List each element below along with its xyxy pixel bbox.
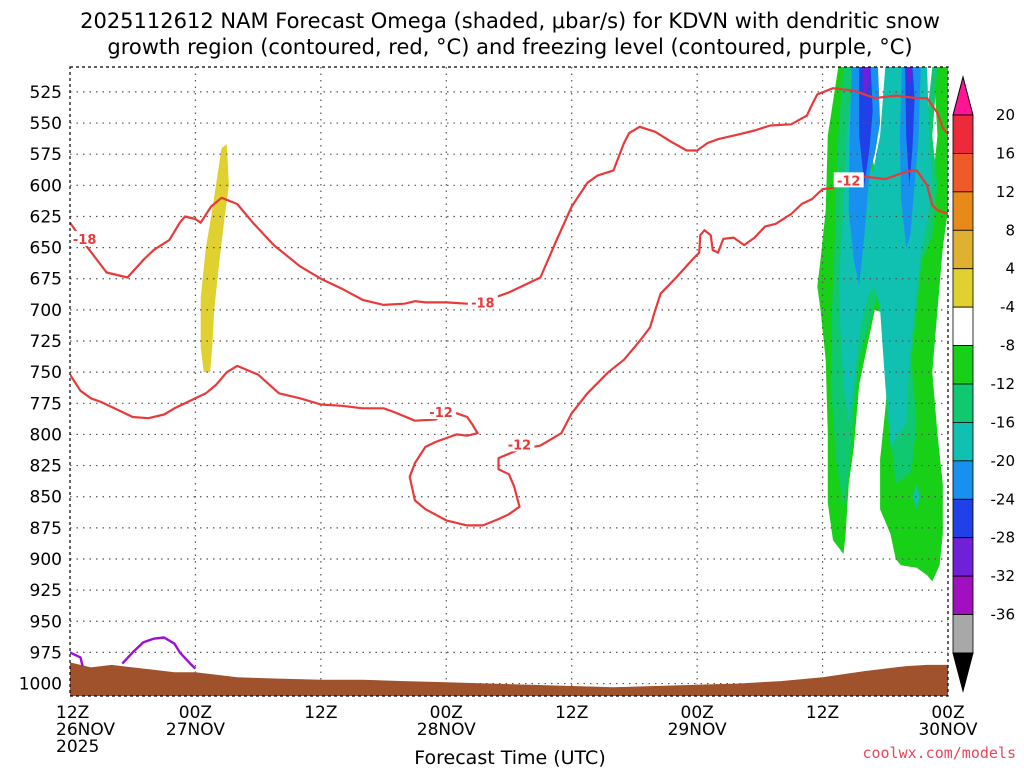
colorbar-tick-label: 4 xyxy=(1005,260,1015,278)
x-tick-label: 30NOV xyxy=(918,720,977,740)
y-tick-label: 525 xyxy=(30,83,62,103)
colorbar-tick-label: -16 xyxy=(991,413,1016,431)
y-tick-label: 750 xyxy=(30,363,62,383)
contour-label-bg xyxy=(467,294,498,310)
colorbar-band xyxy=(952,153,974,193)
omega-colorbar: 20 16 12 8 4 -4 -8 -12 -16 -20 -24 -28 -32 -36 xyxy=(952,75,1016,693)
contour-label: -18 xyxy=(73,233,97,248)
y-tick-label: 550 xyxy=(30,114,62,134)
omega-shaded-region xyxy=(862,67,870,99)
x-tick-label: 12Z xyxy=(806,703,839,723)
y-tick-label: 775 xyxy=(30,394,62,414)
colorbar-band xyxy=(952,537,974,577)
plot-area: -18 -18 -12 -12 -12 525 550 575 600 625 650 675 700 7… xyxy=(19,66,978,757)
contour-label-bg xyxy=(70,230,100,246)
contour-label: -12 xyxy=(508,438,532,453)
x-tick-label: 00Z xyxy=(179,703,212,723)
x-tick-label: 12Z xyxy=(555,703,588,723)
colorbar-band xyxy=(952,383,974,423)
x-tick-label: 28NOV xyxy=(417,720,476,740)
colorbar-band xyxy=(952,575,974,615)
contour-label-bg xyxy=(504,436,535,452)
colorbar-tick-label: -4 xyxy=(1000,298,1015,316)
colorbar-band xyxy=(952,614,974,654)
y-tick-label: 925 xyxy=(30,581,62,601)
colorbar-tick-label: -8 xyxy=(1000,337,1015,355)
y-tick-label: 600 xyxy=(30,176,62,196)
colorbar-tick-label: -32 xyxy=(991,567,1016,585)
x-tick-label: 00Z xyxy=(430,703,463,723)
contour-label: -18 xyxy=(471,296,495,311)
colorbar-tick-label: 20 xyxy=(996,106,1015,124)
colorbar-band xyxy=(952,229,974,270)
colorbar-tick-label: 8 xyxy=(1005,221,1015,239)
y-tick-label: 850 xyxy=(30,488,62,508)
plot-frame xyxy=(69,66,949,697)
colorbar-bottom-arrow xyxy=(952,652,974,693)
x-tick-label: 12Z xyxy=(56,703,89,723)
y-tick-label: 650 xyxy=(30,239,62,259)
x-tick-label: 12Z xyxy=(304,703,337,723)
colorbar-band xyxy=(952,460,974,500)
y-tick-label: 975 xyxy=(30,643,62,663)
colorbar-tick-label: 12 xyxy=(996,183,1015,201)
colorbar-tick-label: -24 xyxy=(991,490,1016,508)
y-tick-label: 725 xyxy=(30,332,62,352)
x-tick-label: 2025 xyxy=(56,737,99,757)
colorbar-tick-label: 16 xyxy=(996,144,1015,162)
freezing-level-contour xyxy=(70,651,84,667)
colorbar-band xyxy=(952,345,974,385)
x-tick-label: 00Z xyxy=(681,703,714,723)
colorbar-band xyxy=(952,306,974,346)
y-tick-label: 825 xyxy=(30,457,62,477)
contour-label-bg xyxy=(426,404,457,420)
colorbar-tick-label: -36 xyxy=(991,606,1016,624)
chart-title-line-2: growth region (contoured, red, °C) and f… xyxy=(107,35,912,59)
dgz-contour-line xyxy=(70,87,948,306)
freezing-level-contour xyxy=(121,636,197,670)
colorbar-tick-label: -20 xyxy=(991,452,1016,470)
omega-shaded-region xyxy=(907,67,912,92)
contour-label-bg xyxy=(833,172,864,188)
x-tick-label: 27NOV xyxy=(166,720,225,740)
chart-title-line-1: 2025112612 NAM Forecast Omega (shaded, μ… xyxy=(80,9,940,33)
terrain-surface xyxy=(70,662,948,696)
dgz-contour-line xyxy=(70,169,948,527)
y-tick-label: 950 xyxy=(30,612,62,632)
x-tick-label: 29NOV xyxy=(668,720,727,740)
plot-inner: -18 -18 -12 -12 -12 xyxy=(70,67,948,696)
y-tick-label: 1000 xyxy=(19,675,62,695)
contour-label: -12 xyxy=(837,174,861,189)
y-tick-label: 675 xyxy=(30,270,62,290)
credit-text: coolwx.com/models xyxy=(862,744,1016,762)
colorbar-band xyxy=(952,191,974,231)
colorbar-tick-label: -12 xyxy=(991,375,1016,393)
y-tick-label: 625 xyxy=(30,207,62,227)
y-tick-label: 900 xyxy=(30,550,62,570)
x-tick-label: 26NOV xyxy=(56,720,115,740)
y-tick-label: 575 xyxy=(30,145,62,165)
colorbar-band xyxy=(952,422,974,462)
y-tick-label: 700 xyxy=(30,301,62,321)
y-tick-label: 875 xyxy=(30,519,62,539)
colorbar-tick-label: -28 xyxy=(991,529,1016,547)
colorbar-band xyxy=(952,114,974,154)
colorbar-band xyxy=(952,498,974,539)
contour-label: -12 xyxy=(429,406,453,421)
colorbar-top-arrow xyxy=(952,75,974,116)
x-tick-label: 00Z xyxy=(931,703,964,723)
omega-shaded-region xyxy=(200,144,229,373)
y-tick-label: 800 xyxy=(30,425,62,445)
x-axis-label: Forecast Time (UTC) xyxy=(414,747,605,768)
colorbar-band xyxy=(952,268,974,308)
